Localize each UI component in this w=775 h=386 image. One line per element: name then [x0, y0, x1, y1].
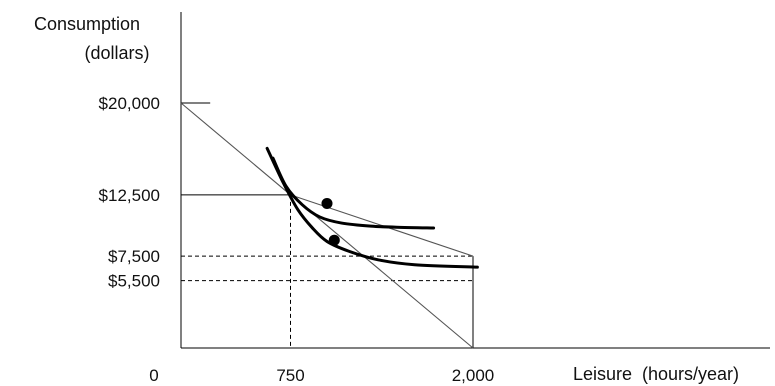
y-tick-label: $7,500	[108, 247, 160, 266]
x-axis-label: Leisure (hours/year)	[573, 364, 739, 384]
y-tick-label: $5,500	[108, 272, 160, 291]
y-axis-label-line1: Consumption	[34, 14, 140, 34]
y-tick-label: $20,000	[99, 94, 160, 113]
indifference-curve-0	[273, 158, 434, 228]
x-tick-label: 750	[276, 366, 304, 385]
y-axis-label-line2: (dollars)	[84, 43, 149, 63]
optimum-point-0	[322, 198, 333, 209]
x-tick-label: 2,000	[452, 366, 495, 385]
budget-line-0	[181, 103, 473, 348]
y-tick-label: $12,500	[99, 186, 160, 205]
indifference-curve-1	[267, 148, 477, 267]
optimum-point-1	[329, 235, 340, 246]
series-lines	[181, 103, 477, 348]
y-tick-labels: $20,000 $12,500 $7,500 $5,500	[99, 94, 160, 291]
origin-label: 0	[149, 366, 158, 385]
x-tick-labels: 750 2,000	[276, 366, 494, 385]
